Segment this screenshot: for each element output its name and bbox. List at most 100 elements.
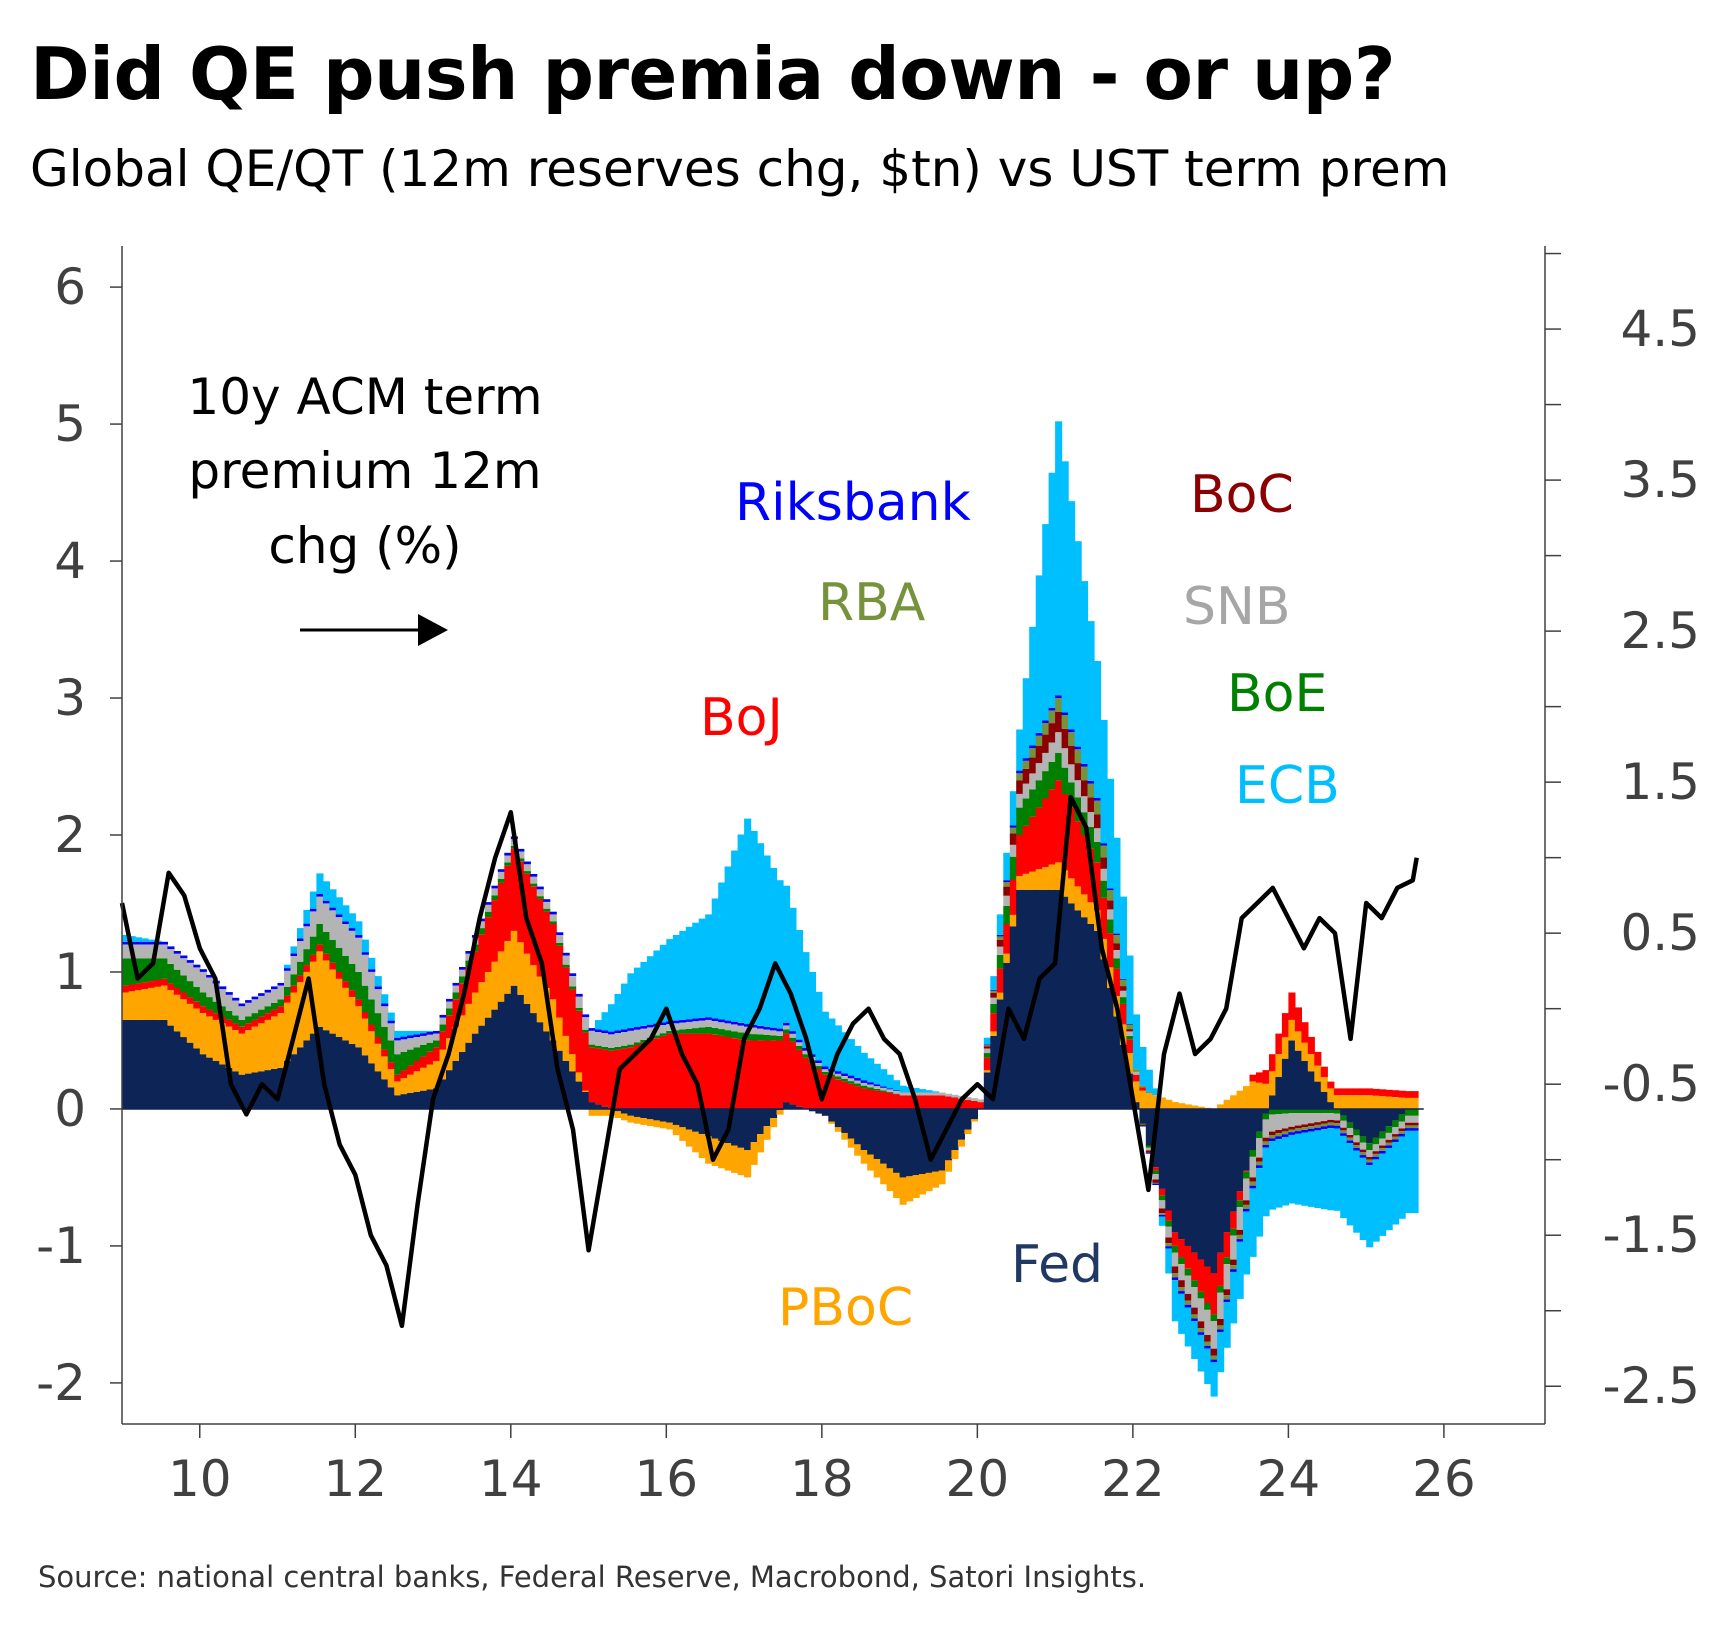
bar-boj (705, 1033, 713, 1109)
bar-pboc (1081, 894, 1089, 918)
bar-boe (1262, 1113, 1270, 1120)
bar-boe (1340, 1115, 1348, 1121)
bar-boj (808, 1063, 816, 1109)
bar-boc (1392, 1134, 1400, 1137)
bar-fed (582, 1091, 590, 1109)
bar-boe (491, 895, 499, 901)
bar-pboc (206, 1016, 214, 1058)
bar-snb (951, 1094, 959, 1098)
bar-ecb (1016, 729, 1024, 771)
bar-riksbank (1405, 1128, 1413, 1131)
bar-pboc (925, 1172, 933, 1192)
bar-snb (199, 972, 207, 993)
bar-fed (1320, 1091, 1328, 1109)
bar-riksbank (335, 914, 343, 918)
bar-pboc (1346, 1095, 1354, 1109)
bar-fed (1269, 1095, 1277, 1109)
bar-boe (1022, 798, 1030, 826)
bar-pboc (1158, 1097, 1166, 1109)
bar-boj (147, 981, 155, 988)
bar-pboc (284, 1002, 292, 1061)
bar-boe (569, 986, 577, 990)
bar-riksbank (180, 955, 188, 959)
bar-ecb (1003, 852, 1011, 881)
bar-boj (1249, 1074, 1257, 1082)
bar-boe (1249, 1150, 1257, 1157)
bar-ecb (1405, 1130, 1413, 1214)
bar-riksbank (679, 1019, 687, 1023)
bar-fed (446, 1070, 454, 1109)
bar-fed (1359, 1109, 1367, 1137)
bar-pboc (400, 1078, 408, 1095)
bar-boc (1301, 1124, 1309, 1128)
bar-boj (1340, 1088, 1348, 1096)
bar-fed (692, 1109, 700, 1132)
bar-snb (770, 1030, 778, 1036)
bar-fed (860, 1109, 868, 1151)
bar-ecb (329, 889, 337, 908)
bar-pboc (1320, 1077, 1328, 1092)
bar-boj (290, 985, 298, 993)
bar-boc (1327, 1119, 1335, 1123)
bar-ecb (692, 922, 700, 1019)
bar-ecb (135, 937, 143, 942)
bar-pboc (770, 1118, 778, 1128)
bar-pboc (1029, 871, 1037, 890)
bar-boj (1100, 897, 1108, 939)
bar-boj (802, 1057, 810, 1109)
bar-boc (1139, 1124, 1147, 1126)
bar-snb (258, 995, 266, 1010)
bar-pboc (193, 1008, 201, 1049)
bar-snb (1113, 950, 1121, 959)
bar-riksbank (698, 1017, 706, 1021)
bar-fed (387, 1087, 395, 1109)
bar-boj (342, 981, 350, 988)
bar-boc (1340, 1127, 1348, 1131)
bar-rba (1145, 1092, 1153, 1093)
bar-boj (737, 1039, 745, 1109)
bar-riksbank (530, 874, 538, 877)
bar-fed (465, 1042, 473, 1109)
bar-pboc (601, 1109, 609, 1116)
bar-fed (705, 1109, 713, 1137)
bar-pboc (653, 1120, 661, 1128)
bar-fed (841, 1109, 849, 1133)
bar-riksbank (219, 986, 227, 990)
bar-boj (413, 1061, 421, 1072)
bar-ecb (1068, 501, 1076, 730)
bar-boj (886, 1093, 894, 1109)
bar-ecb (1145, 1069, 1153, 1093)
bar-snb (1223, 1264, 1231, 1290)
bar-pboc (1009, 914, 1017, 927)
bar-snb (1074, 780, 1082, 798)
bar-pboc (932, 1171, 940, 1188)
bar-boj (1262, 1070, 1270, 1084)
bar-riksbank (407, 1035, 415, 1039)
bar-boe (407, 1049, 415, 1066)
bar-boj (426, 1051, 434, 1065)
bar-fed (867, 1109, 875, 1155)
bar-snb (1055, 732, 1063, 753)
bar-snb (1333, 1113, 1341, 1121)
bar-fed (847, 1109, 855, 1139)
bar-boe (1145, 1145, 1153, 1148)
bar-boc (1022, 768, 1030, 784)
bar-ecb (1346, 1143, 1354, 1226)
bar-snb (621, 1032, 629, 1046)
bar-rba (1385, 1142, 1393, 1146)
bar-boj (867, 1089, 875, 1109)
bar-ecb (407, 1030, 415, 1036)
bar-riksbank (640, 1025, 648, 1029)
bar-riksbank (744, 1024, 752, 1027)
bar-boe (1178, 1257, 1186, 1265)
bar-pboc (685, 1129, 693, 1147)
bar-pboc (316, 951, 324, 1027)
bar-snb (893, 1090, 901, 1094)
bar-riksbank (854, 1077, 862, 1081)
bar-fed (575, 1081, 583, 1109)
bar-fed (640, 1109, 648, 1119)
bar-fed (1048, 889, 1056, 1109)
bar-snb (1152, 1174, 1160, 1180)
bar-ecb (1217, 1332, 1225, 1373)
bar-boe (659, 1033, 667, 1036)
